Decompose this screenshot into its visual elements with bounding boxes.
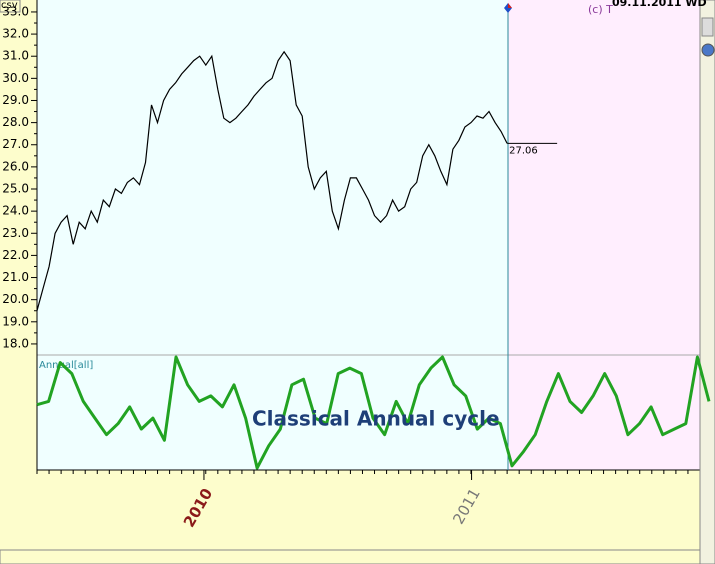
x-tick-label: 2011 — [449, 485, 484, 527]
copyright: (c) T — [588, 3, 613, 16]
y-tick-label: 26.0 — [2, 159, 29, 173]
cycle-title: Classical Annual cycle — [252, 407, 500, 431]
v-scrollbar[interactable] — [699, 0, 715, 564]
y-tick-label: 23.0 — [2, 226, 29, 240]
y-tick-label: 32.0 — [2, 27, 29, 41]
history-background — [37, 0, 508, 470]
globe-icon[interactable] — [701, 43, 715, 57]
last-value-label: 27.06 — [509, 145, 538, 156]
y-tick-label: 29.0 — [2, 93, 29, 107]
y-tick-label: 18.0 — [2, 336, 29, 350]
y-tick-label: 24.0 — [2, 204, 29, 218]
y-tick-label: 27.0 — [2, 137, 29, 151]
file-label: csv — [1, 0, 18, 11]
y-tick-label: 28.0 — [2, 115, 29, 129]
future-background — [508, 0, 700, 470]
x-tick-label: 2010 — [180, 485, 216, 530]
y-tick-label: 19.0 — [2, 314, 29, 328]
y-tick-label: 33.0 — [2, 4, 29, 18]
y-tick-label: 31.0 — [2, 49, 29, 63]
file-tag — [0, 0, 21, 13]
y-tick-label: 20.0 — [2, 292, 29, 306]
h-scrollbar[interactable] — [0, 549, 701, 564]
cycle-label: Annual[all] — [39, 360, 93, 371]
price-line — [36, 50, 508, 311]
date-label: 09.11.2011 WD — [612, 0, 707, 9]
y-tick-label: 22.0 — [2, 248, 29, 262]
y-tick-label: 25.0 — [2, 182, 29, 196]
cycle-line — [36, 355, 711, 470]
y-tick-label: 30.0 — [2, 71, 29, 85]
today-marker-accent — [508, 3, 512, 8]
scroll-button[interactable] — [701, 17, 714, 37]
y-tick-label: 21.0 — [2, 270, 29, 284]
